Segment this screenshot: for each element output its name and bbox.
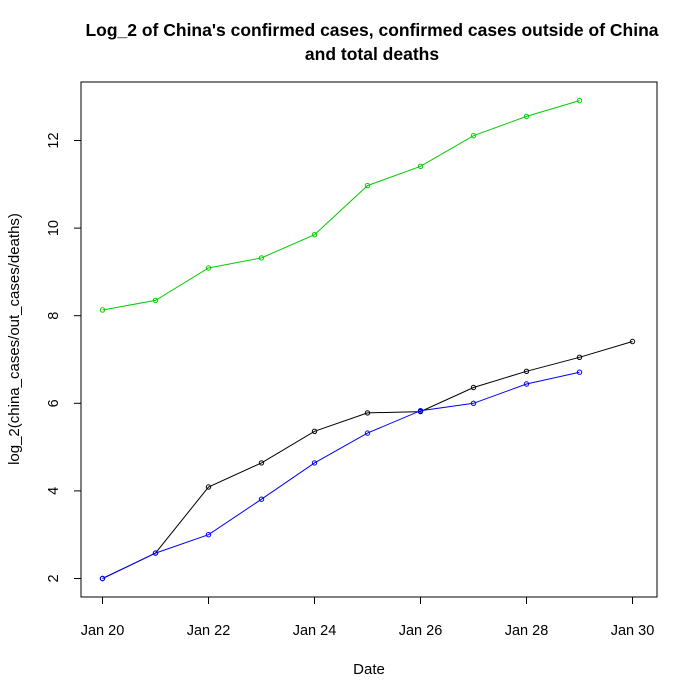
data-point: [311, 460, 318, 466]
data-point: [364, 182, 371, 189]
y-tick-label: 4: [46, 487, 62, 495]
y-tick-label: 2: [46, 574, 62, 582]
x-tick-label: Jan 20: [81, 623, 125, 639]
series-line: [102, 341, 633, 579]
data-point: [576, 354, 583, 360]
x-tick-label: Jan 24: [293, 623, 337, 639]
series-0: [99, 97, 583, 313]
data-point: [152, 550, 159, 556]
x-tick-label: Jan 30: [611, 623, 655, 639]
y-tick-label: 8: [46, 312, 62, 320]
data-point: [99, 575, 106, 582]
series-2: [99, 369, 583, 582]
data-point: [523, 381, 530, 387]
data-point: [629, 338, 636, 345]
x-tick-label: Jan 22: [187, 623, 231, 639]
chart-title-line-1: Log_2 of China's confirmed cases, confir…: [85, 20, 658, 40]
plot-frame: [80, 81, 658, 598]
data-point: [152, 297, 159, 304]
data-point: [205, 532, 212, 538]
data-point: [417, 408, 424, 414]
chart-title-line-2: and total deaths: [305, 44, 439, 64]
data-point: [311, 428, 318, 434]
x-axis-label: Date: [353, 661, 385, 678]
series-line: [102, 371, 580, 579]
data-point: [576, 369, 583, 375]
data-point: [205, 484, 212, 490]
y-tick-label: 6: [46, 399, 62, 407]
y-axis-label: log_2(china_cases/out_cases/deaths): [6, 213, 23, 465]
data-point: [470, 384, 477, 391]
x-axis: Jan 20 Jan 22 Jan 24 Jan 26 Jan 28 Jan 30: [81, 596, 655, 639]
y-tick-label: 12: [46, 132, 62, 148]
data-point: [364, 410, 371, 416]
y-axis: 2 4 6 8 10 12: [46, 132, 82, 583]
data-point: [205, 265, 212, 271]
data-point: [470, 133, 477, 139]
data-point: [364, 430, 371, 436]
y-tick-label: 10: [46, 220, 62, 236]
data-point: [417, 163, 424, 170]
data-point: [258, 460, 265, 466]
data-point: [311, 232, 318, 238]
data-point: [523, 113, 530, 120]
data-point: [523, 368, 530, 374]
data-point: [470, 400, 477, 406]
x-tick-label: Jan 28: [505, 623, 549, 639]
data-point: [258, 496, 265, 502]
data-point: [576, 97, 583, 104]
data-point: [258, 255, 265, 261]
data-point: [99, 307, 106, 313]
series-line: [102, 100, 580, 311]
series-layer: [99, 97, 636, 582]
x-tick-label: Jan 26: [399, 623, 443, 639]
